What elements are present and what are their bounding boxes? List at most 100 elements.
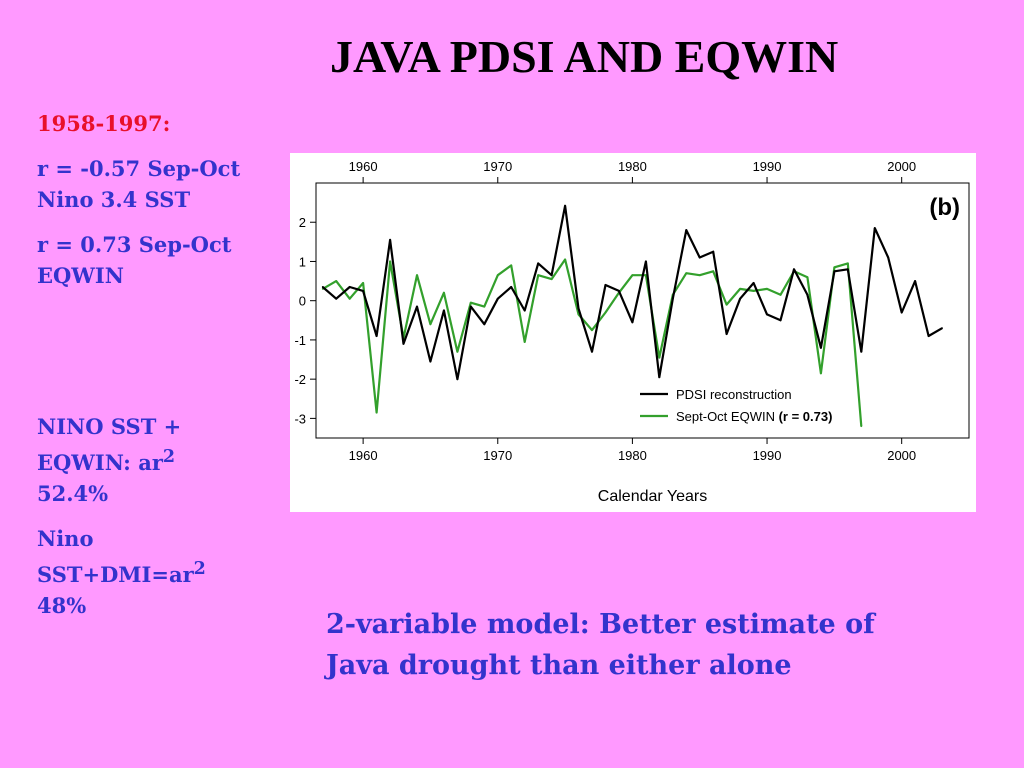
data-point-eqwin — [644, 274, 647, 277]
data-point-eqwin — [443, 291, 445, 294]
data-point-pdsi — [523, 309, 526, 312]
data-point-pdsi — [941, 327, 943, 330]
x-tick-label-bottom: 2000 — [887, 448, 916, 463]
panel-label: (b) — [929, 194, 960, 221]
data-point-pdsi — [510, 286, 513, 288]
nino-dmi-sup: 2 — [193, 559, 206, 579]
data-point-eqwin — [456, 350, 459, 353]
data-point-pdsi — [806, 293, 809, 296]
correlation-nino: r = -0.57 Sep-Oct Nino 3.4 SST — [37, 156, 241, 212]
data-point-eqwin — [523, 340, 526, 343]
x-tick-label-bottom: 1970 — [483, 448, 512, 463]
data-point-eqwin — [860, 425, 863, 428]
data-point-eqwin — [739, 288, 742, 290]
pdsi-eqwin-chart: 1960 1960 1970 1970 1980 1980 1990 1990 2000 2000… — [290, 153, 976, 512]
data-point-pdsi — [833, 270, 836, 273]
data-point-eqwin — [833, 266, 836, 269]
data-point-pdsi — [914, 280, 917, 282]
data-point-pdsi — [469, 305, 472, 308]
data-point-pdsi — [443, 309, 445, 312]
data-point-eqwin — [510, 264, 513, 267]
y-tick-label: -2 — [294, 372, 306, 387]
y-tick-label: 1 — [299, 254, 306, 269]
data-point-pdsi — [496, 297, 499, 300]
legend-correlation-note: (r = 0.73) — [779, 409, 833, 424]
data-point-pdsi — [375, 335, 378, 337]
data-point-eqwin — [496, 274, 499, 277]
data-point-pdsi — [900, 311, 903, 314]
nino-dmi-stat: Nino SST+DMI=ar2 48% — [37, 523, 262, 621]
combined-model-text: NINO SST + EQWIN: ar — [37, 414, 182, 475]
data-point-pdsi — [631, 321, 634, 324]
data-point-pdsi — [644, 260, 647, 263]
y-tick-label: 2 — [299, 215, 306, 230]
data-point-pdsi — [779, 319, 782, 322]
x-tick-label-top: 1990 — [753, 159, 782, 174]
data-point-eqwin — [469, 301, 472, 304]
conclusion-text: 2-variable model: Better estimate of Jav… — [326, 609, 875, 681]
data-point-eqwin — [806, 276, 809, 279]
data-point-eqwin — [725, 303, 728, 306]
data-point-pdsi — [564, 204, 566, 207]
y-tick-label: 0 — [299, 294, 306, 309]
data-point-eqwin — [685, 272, 688, 275]
data-point-pdsi — [873, 227, 876, 230]
data-point-eqwin — [604, 311, 607, 314]
data-point-eqwin — [766, 288, 768, 290]
data-point-eqwin — [712, 270, 715, 273]
correlation-eqwin: r = 0.73 Sep-Oct EQWIN — [37, 232, 232, 288]
x-tick-label-top: 1960 — [349, 159, 378, 174]
data-point-pdsi — [739, 297, 742, 300]
data-point-eqwin — [537, 274, 540, 277]
data-point-eqwin — [416, 274, 418, 277]
data-point-pdsi — [618, 289, 620, 292]
data-point-pdsi — [591, 350, 593, 353]
data-point-eqwin — [752, 289, 755, 292]
data-point-eqwin — [779, 293, 782, 296]
x-tick-label-bottom: 1990 — [753, 448, 782, 463]
data-point-pdsi — [846, 268, 849, 271]
data-point-pdsi — [362, 289, 365, 292]
data-point-eqwin — [631, 274, 634, 277]
data-point-pdsi — [658, 376, 661, 379]
y-tick-label: -1 — [294, 333, 306, 348]
data-point-pdsi — [887, 256, 890, 259]
data-point-pdsi — [604, 284, 607, 286]
data-point-pdsi — [402, 342, 405, 345]
combined-model-value: 52.4% — [37, 481, 109, 506]
data-point-pdsi — [456, 378, 459, 381]
data-point-pdsi — [429, 360, 432, 363]
data-point-eqwin — [577, 313, 580, 316]
data-point-pdsi — [483, 323, 486, 326]
y-tick-label: -3 — [294, 411, 306, 426]
data-point-pdsi — [550, 274, 553, 277]
x-tick-label-bottom: 1960 — [349, 448, 378, 463]
data-point-pdsi — [927, 335, 930, 337]
plot-frame — [315, 182, 970, 439]
data-point-pdsi — [752, 282, 755, 284]
data-point-pdsi — [537, 262, 540, 265]
data-point-eqwin — [564, 258, 566, 261]
data-point-pdsi — [671, 297, 674, 300]
stats-panel: 1958-1997: r = -0.57 Sep-Oct Nino 3.4 SS… — [37, 108, 262, 635]
x-axis-label: Calendar Years — [598, 488, 707, 505]
nino-dmi-text: Nino SST+DMI=ar — [37, 526, 194, 587]
x-tick-label-top: 1970 — [483, 159, 512, 174]
data-point-eqwin — [335, 280, 338, 282]
x-tick-label-bottom: 1980 — [618, 448, 647, 463]
data-point-pdsi — [416, 305, 418, 308]
data-point-pdsi — [685, 229, 688, 231]
data-point-eqwin — [698, 274, 701, 277]
data-point-pdsi — [335, 297, 338, 300]
combined-model-sup: 2 — [162, 447, 176, 467]
data-point-pdsi — [860, 350, 863, 353]
data-point-eqwin — [819, 372, 822, 375]
x-tick-label-top: 1980 — [618, 159, 647, 174]
data-point-eqwin — [348, 297, 351, 300]
data-point-eqwin — [591, 329, 593, 332]
data-point-pdsi — [766, 313, 768, 316]
data-point-eqwin — [658, 356, 661, 359]
data-point-pdsi — [698, 256, 701, 259]
period-label: 1958-1997: — [37, 111, 171, 136]
slide-title: JAVA PDSI AND EQWIN — [330, 31, 839, 82]
